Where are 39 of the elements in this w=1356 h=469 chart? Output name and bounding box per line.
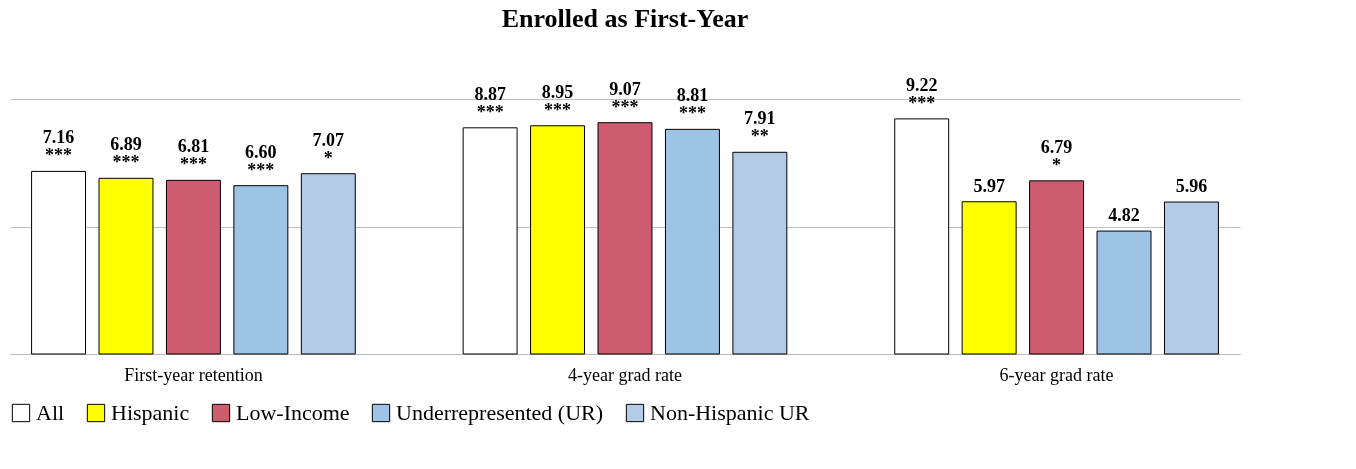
x-tick-label: 4-year grad rate [568,364,682,385]
data-label: 6.89 *** [110,134,142,173]
legend-label: All [36,400,65,425]
data-label: 8.87 *** [474,83,506,122]
bar [300,173,356,355]
bar [961,201,1017,355]
data-label: 9.22 *** [905,74,938,113]
data-label: 6.79 * [1040,136,1073,175]
x-tick-label: 6-year grad rate [999,364,1114,385]
bar [894,118,950,355]
bar [664,128,720,355]
bar [31,170,87,355]
data-label: 7.91 ** [744,108,776,147]
data-label: 8.81 *** [676,85,709,124]
bar [1163,201,1219,355]
bar [732,151,788,355]
bar [98,177,154,355]
legend-label: Low-Income [236,400,350,425]
bar [1029,180,1085,355]
bar [462,127,518,355]
data-label: 6.81 *** [177,136,210,175]
bar [530,125,586,355]
data-label: 4.82 [1108,205,1140,226]
chart-title: Enrolled as First-Year [501,3,749,33]
bar [597,122,653,355]
data-label: 8.95 *** [541,81,574,120]
bar [233,185,289,355]
legend-label: Hispanic [111,400,190,425]
x-tick-label: First-year retention [124,364,263,385]
data-label: 9.07 *** [609,78,641,117]
bar [1096,230,1152,355]
legend-label: Underrepresented (UR) [396,400,604,425]
data-label: 5.96 [1175,176,1208,197]
data-label: 5.97 [973,175,1005,196]
data-label: 7.07 * [312,129,345,168]
data-label: 6.60 *** [245,141,277,180]
legend-label: Non-Hispanic UR [650,400,810,425]
bar [165,179,221,355]
data-label: 7.16 *** [42,127,75,166]
